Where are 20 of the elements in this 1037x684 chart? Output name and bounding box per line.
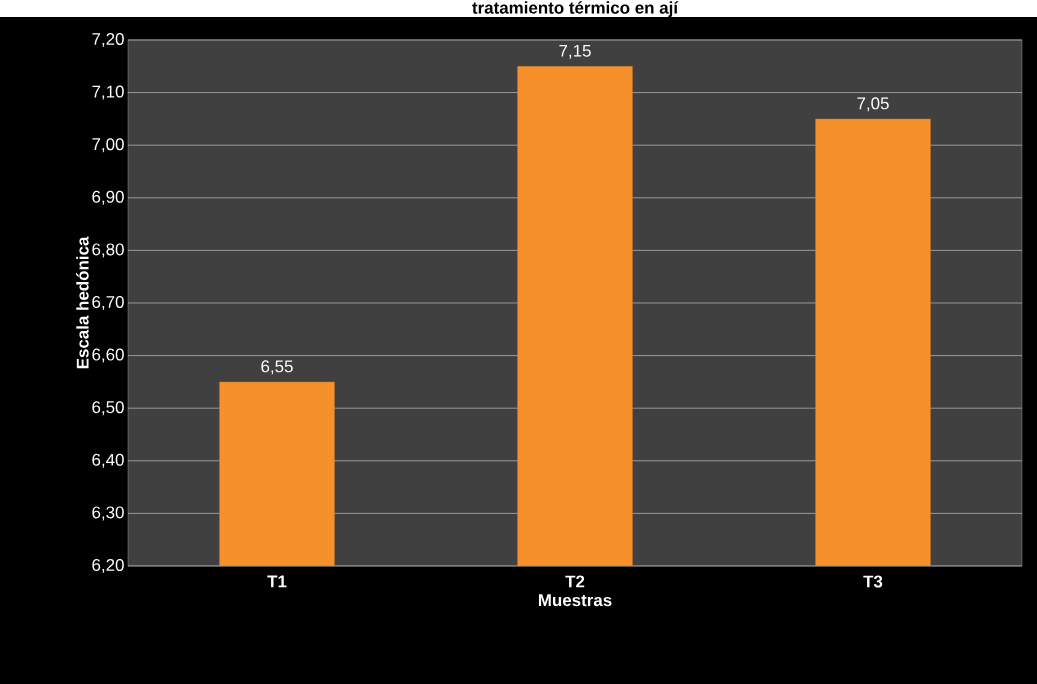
y-tick-label: 6,80 [92,243,124,258]
x-tick-label: T2 [565,575,585,588]
x-axis-title: Muestras [538,594,612,607]
y-tick-label: 6,60 [92,348,124,363]
y-axis-title: Escala hedónica [76,236,89,369]
y-tick-label: 6,90 [92,190,124,205]
chart-title: tratamiento térmico en ají [472,1,679,18]
y-tick-label: 6,40 [92,453,124,468]
y-tick-label: 7,00 [92,138,124,153]
y-tick-label: 7,10 [92,85,124,100]
x-tick-label: T1 [267,575,287,588]
data-label: 7,15 [559,44,591,59]
y-tick-label: 7,20 [92,32,124,47]
y-tick-label: 6,50 [92,401,124,416]
y-tick-label: 6,30 [92,506,124,521]
x-tick-label: T3 [863,575,883,588]
data-label: 7,05 [857,97,889,112]
y-tick-label: 6,20 [92,558,124,573]
data-label: 6,55 [261,360,293,375]
y-tick-label: 6,70 [92,295,124,310]
